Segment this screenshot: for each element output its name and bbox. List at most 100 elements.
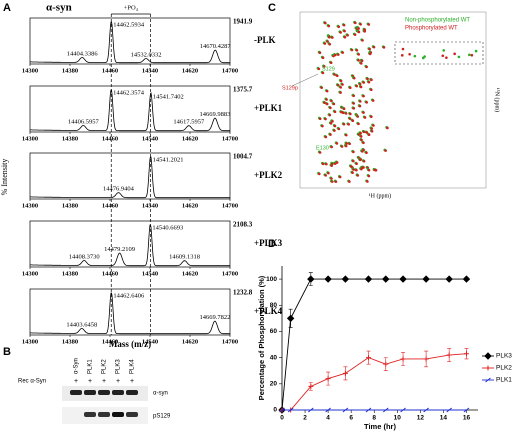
annotation: +PO₄ xyxy=(124,4,139,11)
nmr-peak xyxy=(330,180,334,183)
nmr-peak xyxy=(329,122,333,125)
band xyxy=(98,412,110,417)
nmr-peak xyxy=(336,83,340,87)
data-point xyxy=(446,352,452,358)
band xyxy=(70,390,82,395)
spectrum-frame xyxy=(29,288,231,336)
peak-label: 14462.5934 xyxy=(113,21,145,28)
nmr-peak xyxy=(348,180,351,183)
spectrum xyxy=(30,89,230,132)
data-point xyxy=(463,351,469,357)
plus-mark: + xyxy=(116,378,120,385)
nmr-peak xyxy=(329,106,332,110)
nmr-peak xyxy=(318,151,322,154)
x-tick-label: 14300 xyxy=(22,67,38,74)
data-point xyxy=(342,370,348,376)
x-tick-label: 14620 xyxy=(182,338,198,345)
x-tick-label: 14700 xyxy=(222,270,238,277)
x-tick-label: 14620 xyxy=(182,270,198,277)
plus-mark: + xyxy=(88,378,92,385)
nmr-peak xyxy=(348,117,352,120)
nmr-peak xyxy=(339,31,342,34)
data-point xyxy=(342,407,349,413)
nmr-peak xyxy=(348,86,352,90)
nmr-peak xyxy=(323,101,326,105)
x-tick-label: 14540 xyxy=(142,270,158,277)
data-point xyxy=(324,275,332,283)
nmr-peak xyxy=(441,54,445,58)
data-point xyxy=(341,275,350,283)
y-label: % Intensity xyxy=(0,159,9,196)
nmr-peak xyxy=(332,102,336,106)
x-tick-label: 14540 xyxy=(142,67,158,74)
nmr-peak xyxy=(367,174,371,178)
condition-label: +PLK4 xyxy=(254,306,283,316)
data-point xyxy=(383,361,389,367)
peak-label: 14406.5957 xyxy=(68,118,100,125)
nmr-peak xyxy=(362,130,366,134)
nmr-peak xyxy=(354,21,357,25)
nmr-peak xyxy=(333,129,336,132)
nmr-peak xyxy=(321,162,325,166)
nmr-peak xyxy=(368,52,372,56)
x-tick-label: 14700 xyxy=(222,67,238,74)
highlight-box xyxy=(394,41,484,65)
nmr-peak xyxy=(362,81,366,84)
nmr-peak xyxy=(351,171,354,175)
legend-label: PLK3 xyxy=(496,353,512,360)
row-label: Rec α-Syn xyxy=(18,379,46,385)
nmr-peak xyxy=(349,112,352,116)
nmr-peak xyxy=(327,24,331,28)
nmr-peak xyxy=(357,30,361,34)
nmr-peak xyxy=(327,171,330,175)
nmr-peak xyxy=(325,102,329,106)
panel-title: α-syn xyxy=(46,2,72,14)
nmr-peak xyxy=(365,65,368,69)
nmr-peak xyxy=(359,131,362,135)
nmr-peak xyxy=(370,127,374,130)
x-tick-label: 2 xyxy=(303,415,307,422)
condition-label: +PLK3 xyxy=(254,238,283,248)
nmr-peak xyxy=(367,133,371,137)
nmr-peak xyxy=(365,151,368,154)
x-tick-label: 14540 xyxy=(142,338,158,345)
data-point xyxy=(423,407,429,413)
nmr-peak xyxy=(423,55,426,58)
nmr-peak xyxy=(355,48,359,52)
data-point xyxy=(400,407,406,413)
nmr-peak xyxy=(358,158,362,162)
peak-label: S129 xyxy=(322,66,335,72)
nmr-peak xyxy=(339,79,343,83)
nmr-peak xyxy=(328,42,332,46)
nmr-peak xyxy=(340,110,343,114)
nmr-peak xyxy=(326,40,329,43)
nmr-peak xyxy=(324,117,327,121)
y-label: ¹⁵N (ppm) xyxy=(494,88,501,112)
x-tick-label: 4 xyxy=(326,415,330,422)
panel-letter: B xyxy=(3,346,11,358)
data-point xyxy=(325,407,331,413)
column-label: α-Syn xyxy=(74,358,80,374)
max-intensity: 1941.9 xyxy=(233,18,253,26)
band-label: pS129 xyxy=(153,414,171,420)
spectrum-frame xyxy=(29,17,231,65)
y-tick-label: 40 xyxy=(270,354,278,361)
nmr-peak xyxy=(344,144,348,148)
nmr-peak xyxy=(352,94,355,98)
x-tick-label: 14460 xyxy=(102,135,118,142)
nmr-peak xyxy=(330,99,333,103)
nmr-peak xyxy=(362,148,365,152)
nmr-peak xyxy=(318,51,322,55)
condition-label: +PLK2 xyxy=(254,170,283,180)
nmr-peak xyxy=(356,115,360,118)
nmr-peak xyxy=(325,89,329,93)
nmr-peak xyxy=(474,49,478,53)
peak-label: 14541.7402 xyxy=(153,94,184,101)
nmr-peak xyxy=(468,53,471,57)
max-intensity: 1232.8 xyxy=(233,289,253,297)
nmr-peak xyxy=(470,53,474,57)
nmr-peak xyxy=(343,35,347,39)
x-tick-label: 14540 xyxy=(142,135,158,142)
x-tick-label: 14460 xyxy=(102,338,118,345)
nmr-peak xyxy=(366,180,369,183)
